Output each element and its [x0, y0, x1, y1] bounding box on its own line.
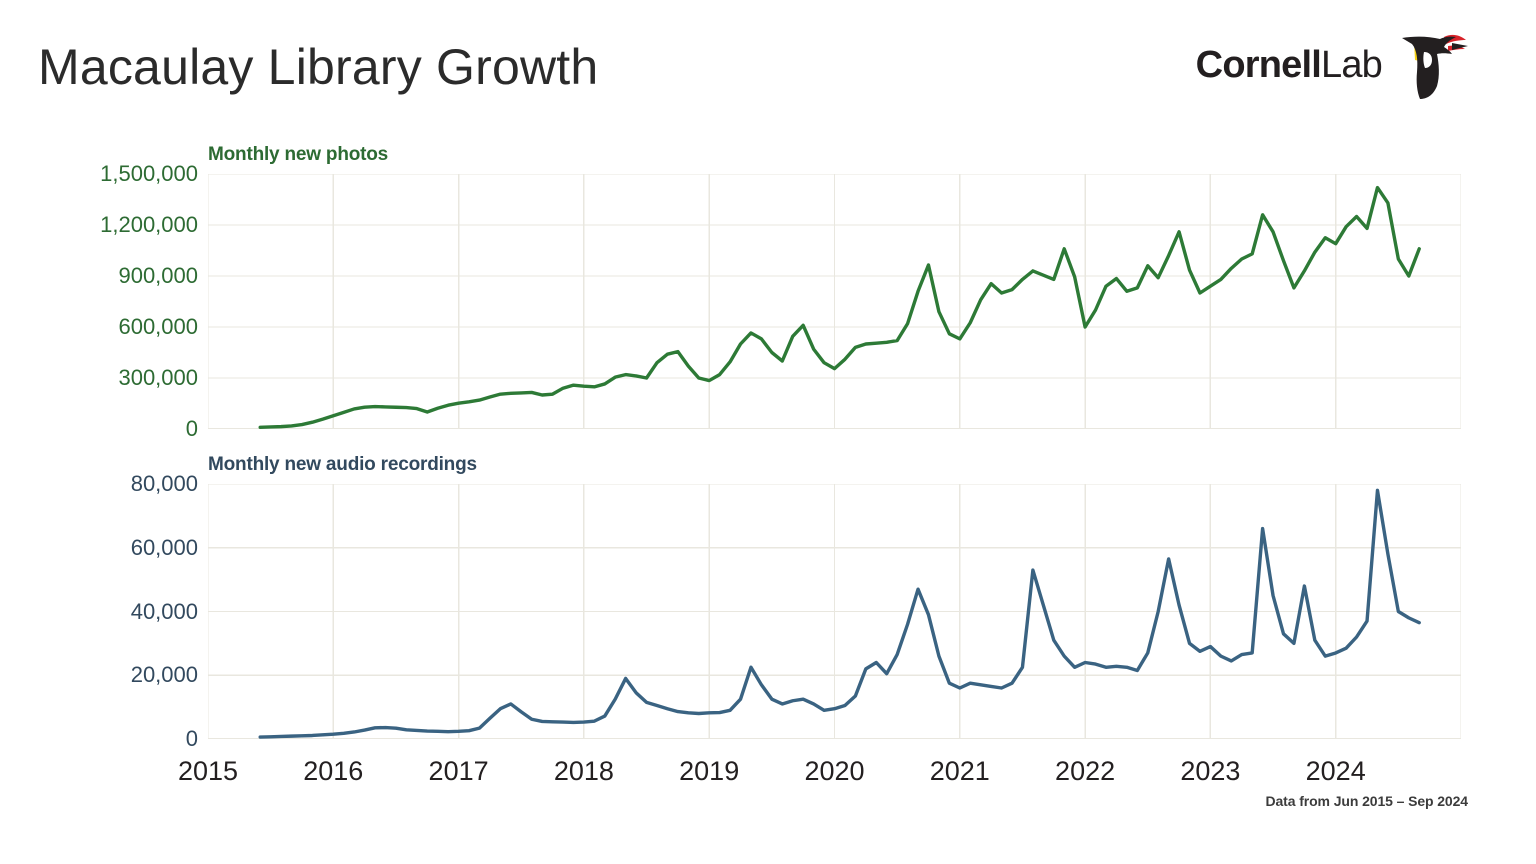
- x-tick-label: 2023: [1180, 756, 1241, 786]
- logo-wordmark: CornellLab: [1195, 44, 1383, 86]
- logo-lab-text: Lab: [1320, 44, 1383, 86]
- chart-audio: Monthly new audio recordings 0 20,000 40,0…: [0, 448, 1536, 758]
- y-tick-label: 0: [185, 416, 198, 441]
- x-tick-label: 2022: [1055, 756, 1116, 786]
- chart-audio-title: Monthly new audio recordings: [208, 454, 477, 475]
- y-tick-label: 1,500,000: [100, 161, 198, 186]
- x-tick-label: 2021: [929, 756, 990, 786]
- x-tick-label: 2020: [804, 756, 865, 786]
- page-title: Macaulay Library Growth: [38, 39, 599, 95]
- y-tick-label: 80,000: [130, 471, 198, 496]
- y-tick-label: 0: [185, 726, 198, 751]
- logo-cornell-text: Cornell: [1195, 44, 1322, 86]
- chart-audio-plot: [208, 484, 1461, 739]
- x-tick-label: 2017: [428, 756, 489, 786]
- y-tick-label: 300,000: [118, 365, 198, 390]
- y-tick-label: 900,000: [118, 263, 198, 288]
- woodpecker-icon: [1402, 34, 1468, 99]
- data-line-audio: [258, 488, 1421, 739]
- y-tick-label: 600,000: [118, 314, 198, 339]
- data-range-footnote: Data from Jun 2015 – Sep 2024: [1265, 793, 1468, 809]
- chart-photos-title: Monthly new photos: [208, 144, 389, 165]
- x-axis-ticks: 2015 2016 2017 2018 2019 2020 2021 2022 2023 2024: [0, 756, 1536, 796]
- x-tick-label: 2015: [177, 756, 239, 786]
- x-tick-label: 2016: [303, 756, 364, 786]
- x-tick-label: 2024: [1305, 756, 1366, 786]
- header: Macaulay Library Growth CornellLab: [0, 0, 1536, 130]
- x-tick-label: 2019: [679, 756, 740, 786]
- x-tick-label: 2018: [553, 756, 614, 786]
- y-tick-label: 40,000: [130, 598, 198, 624]
- chart-photos: Monthly new photos 0 300,000 600,000 900,00…: [0, 138, 1536, 448]
- chart-photos-plot: [208, 174, 1461, 429]
- y-tick-label: 60,000: [130, 534, 198, 560]
- y-tick-label: 1,200,000: [100, 212, 198, 237]
- data-line-photos: [258, 185, 1421, 429]
- y-tick-label: 20,000: [130, 662, 198, 688]
- cornell-lab-logo: CornellLab: [1195, 34, 1468, 99]
